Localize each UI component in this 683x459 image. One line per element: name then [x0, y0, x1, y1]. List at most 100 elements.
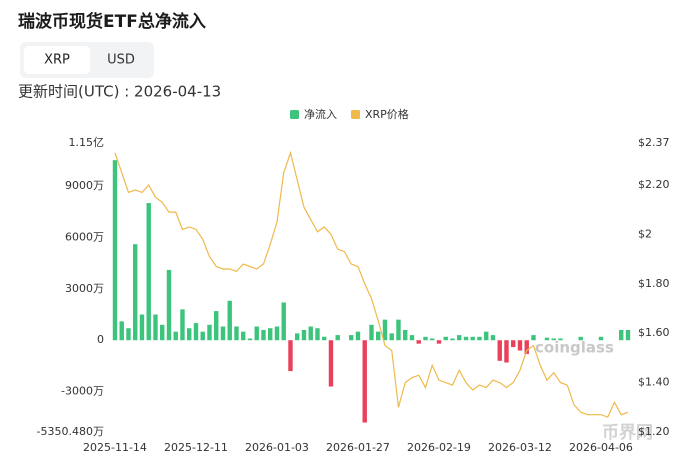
bar: [369, 324, 374, 341]
bar: [288, 340, 293, 372]
bar: [544, 337, 550, 341]
y-tick-label: 6000万: [65, 230, 104, 243]
bar: [166, 269, 172, 341]
y2-tick-label: $2: [638, 227, 652, 240]
bar: [551, 338, 556, 341]
bar: [227, 300, 232, 341]
bar: [207, 324, 212, 341]
bar: [531, 335, 536, 341]
bar: [517, 340, 523, 351]
bar: [146, 203, 151, 341]
bar: [281, 302, 286, 341]
bar: [322, 336, 327, 341]
bar: [389, 333, 394, 341]
y2-tick-label: $1.40: [638, 376, 670, 389]
x-tick-label: 2026-01-27: [326, 441, 390, 454]
tab[interactable]: USD: [107, 53, 135, 68]
legend-label: 净流入: [304, 107, 337, 121]
legend-label: XRP价格: [365, 107, 409, 121]
tab[interactable]: XRP: [44, 53, 70, 68]
y-tick-label: 9000万: [65, 179, 104, 192]
bar: [139, 314, 145, 341]
x-tick-label: 2026-04-06: [569, 441, 633, 454]
bar: [578, 336, 583, 341]
bar: [382, 319, 388, 341]
bar: [247, 338, 253, 341]
bar: [274, 326, 280, 341]
y2-tick-label: $1.20: [638, 425, 670, 438]
bar: [214, 311, 219, 341]
y2-tick-label: $2.20: [638, 178, 670, 191]
bar: [119, 321, 124, 341]
bar: [436, 340, 442, 344]
bar: [315, 328, 320, 341]
bar: [295, 333, 300, 341]
bar: [423, 336, 428, 341]
tab-active-bg: [24, 46, 90, 74]
bar: [490, 335, 496, 341]
bar: [254, 326, 259, 341]
bar: [308, 326, 313, 341]
bar: [450, 338, 455, 341]
y-tick-label: 3000万: [65, 282, 104, 295]
bar: [234, 326, 239, 341]
page-title: 瑞波币现货ETF总净流入: [18, 11, 206, 32]
y-tick-label: 1.15亿: [69, 136, 105, 149]
bar: [409, 335, 415, 341]
y2-tick-label: $1.80: [638, 277, 670, 290]
bar: [241, 331, 246, 341]
bar: [511, 340, 516, 348]
update-time: 更新时间(UTC) : 2026-04-13: [18, 83, 221, 101]
bar: [112, 160, 118, 341]
bar: [376, 331, 381, 341]
bar: [497, 340, 502, 361]
bar: [261, 329, 266, 341]
y2-tick-label: $1.60: [638, 326, 670, 339]
bar: [193, 323, 199, 341]
bar: [598, 336, 604, 341]
legend-swatch: [290, 110, 299, 119]
bar: [349, 335, 354, 341]
legend-swatch: [351, 110, 360, 119]
bar: [396, 319, 401, 341]
bar: [470, 336, 475, 341]
x-tick-label: 2025-12-11: [164, 441, 228, 454]
bar: [268, 328, 273, 341]
bar: [504, 340, 509, 363]
bar: [220, 326, 226, 341]
bar: [328, 340, 334, 387]
bar: [187, 328, 192, 341]
watermark: coinglass: [535, 339, 614, 357]
x-tick-label: 2025-11-14: [83, 441, 147, 454]
y-tick-label: -3000万: [61, 385, 104, 398]
bar: [484, 331, 489, 341]
bar: [126, 328, 131, 341]
y-tick-label: 0: [97, 333, 104, 346]
bar: [430, 338, 435, 341]
bar: [160, 324, 165, 341]
watermark: 币界网: [602, 423, 653, 443]
bar: [477, 336, 482, 341]
x-tick-label: 2026-01-03: [245, 441, 309, 454]
y-tick-label: -5350.480万: [37, 425, 104, 438]
bar: [463, 336, 469, 341]
x-tick-label: 2026-03-12: [488, 441, 552, 454]
bar: [625, 329, 631, 341]
price-line: [114, 150, 629, 418]
bar: [619, 329, 624, 341]
bar: [416, 340, 421, 344]
bar: [403, 329, 408, 341]
bar: [200, 331, 205, 341]
bar: [443, 336, 448, 341]
bar: [153, 314, 158, 341]
bar: [558, 338, 563, 341]
bar: [335, 335, 340, 341]
bar: [362, 340, 367, 423]
bar: [355, 331, 361, 341]
x-tick-label: 2026-02-19: [407, 441, 471, 454]
y2-tick-label: $2.37: [638, 136, 670, 149]
bar: [180, 309, 185, 341]
bar: [524, 340, 529, 354]
